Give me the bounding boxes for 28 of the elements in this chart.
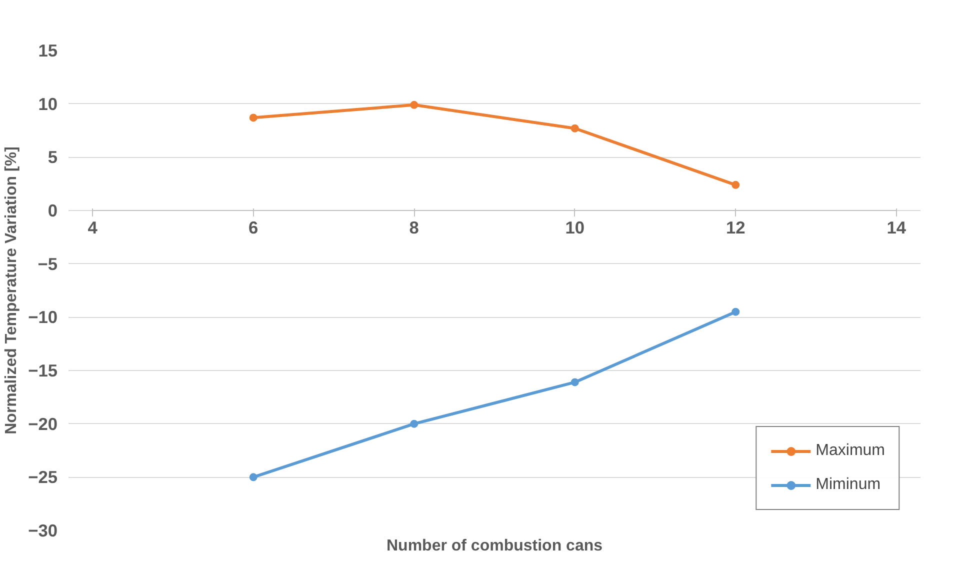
point bbox=[732, 180, 740, 189]
point bbox=[249, 473, 258, 482]
y-tick-label: −5 bbox=[38, 254, 58, 274]
y-tick-label: 10 bbox=[38, 94, 58, 114]
y-tick-label: 5 bbox=[48, 147, 58, 168]
x-tick-label: 12 bbox=[726, 218, 746, 238]
x-tick-label: 8 bbox=[409, 218, 420, 238]
point bbox=[732, 308, 740, 316]
y-tick-label: −10 bbox=[28, 307, 58, 328]
y-tick-label: −30 bbox=[28, 520, 58, 540]
y-tick-label: −25 bbox=[28, 467, 58, 488]
legend-label: Miminum bbox=[816, 476, 881, 494]
x-tick-label: 14 bbox=[886, 218, 906, 238]
legend-label: Maximum bbox=[816, 442, 885, 460]
point bbox=[410, 420, 418, 428]
point bbox=[570, 124, 579, 132]
y-tick-label: −20 bbox=[28, 414, 58, 434]
x-tick-label: 6 bbox=[248, 218, 259, 238]
y-tick-label: 0 bbox=[48, 200, 58, 220]
x-tick-label: 4 bbox=[88, 218, 98, 238]
y-tick-label: 15 bbox=[38, 40, 58, 60]
point bbox=[570, 378, 579, 386]
point bbox=[410, 100, 418, 109]
y-tick-label: −15 bbox=[28, 360, 58, 380]
y-axis-title: Normalized Temperature Variation [%] bbox=[3, 146, 20, 434]
x-axis-title: Number of combustion cans bbox=[386, 538, 603, 554]
point bbox=[249, 114, 258, 122]
x-tick-label: 10 bbox=[565, 218, 585, 238]
